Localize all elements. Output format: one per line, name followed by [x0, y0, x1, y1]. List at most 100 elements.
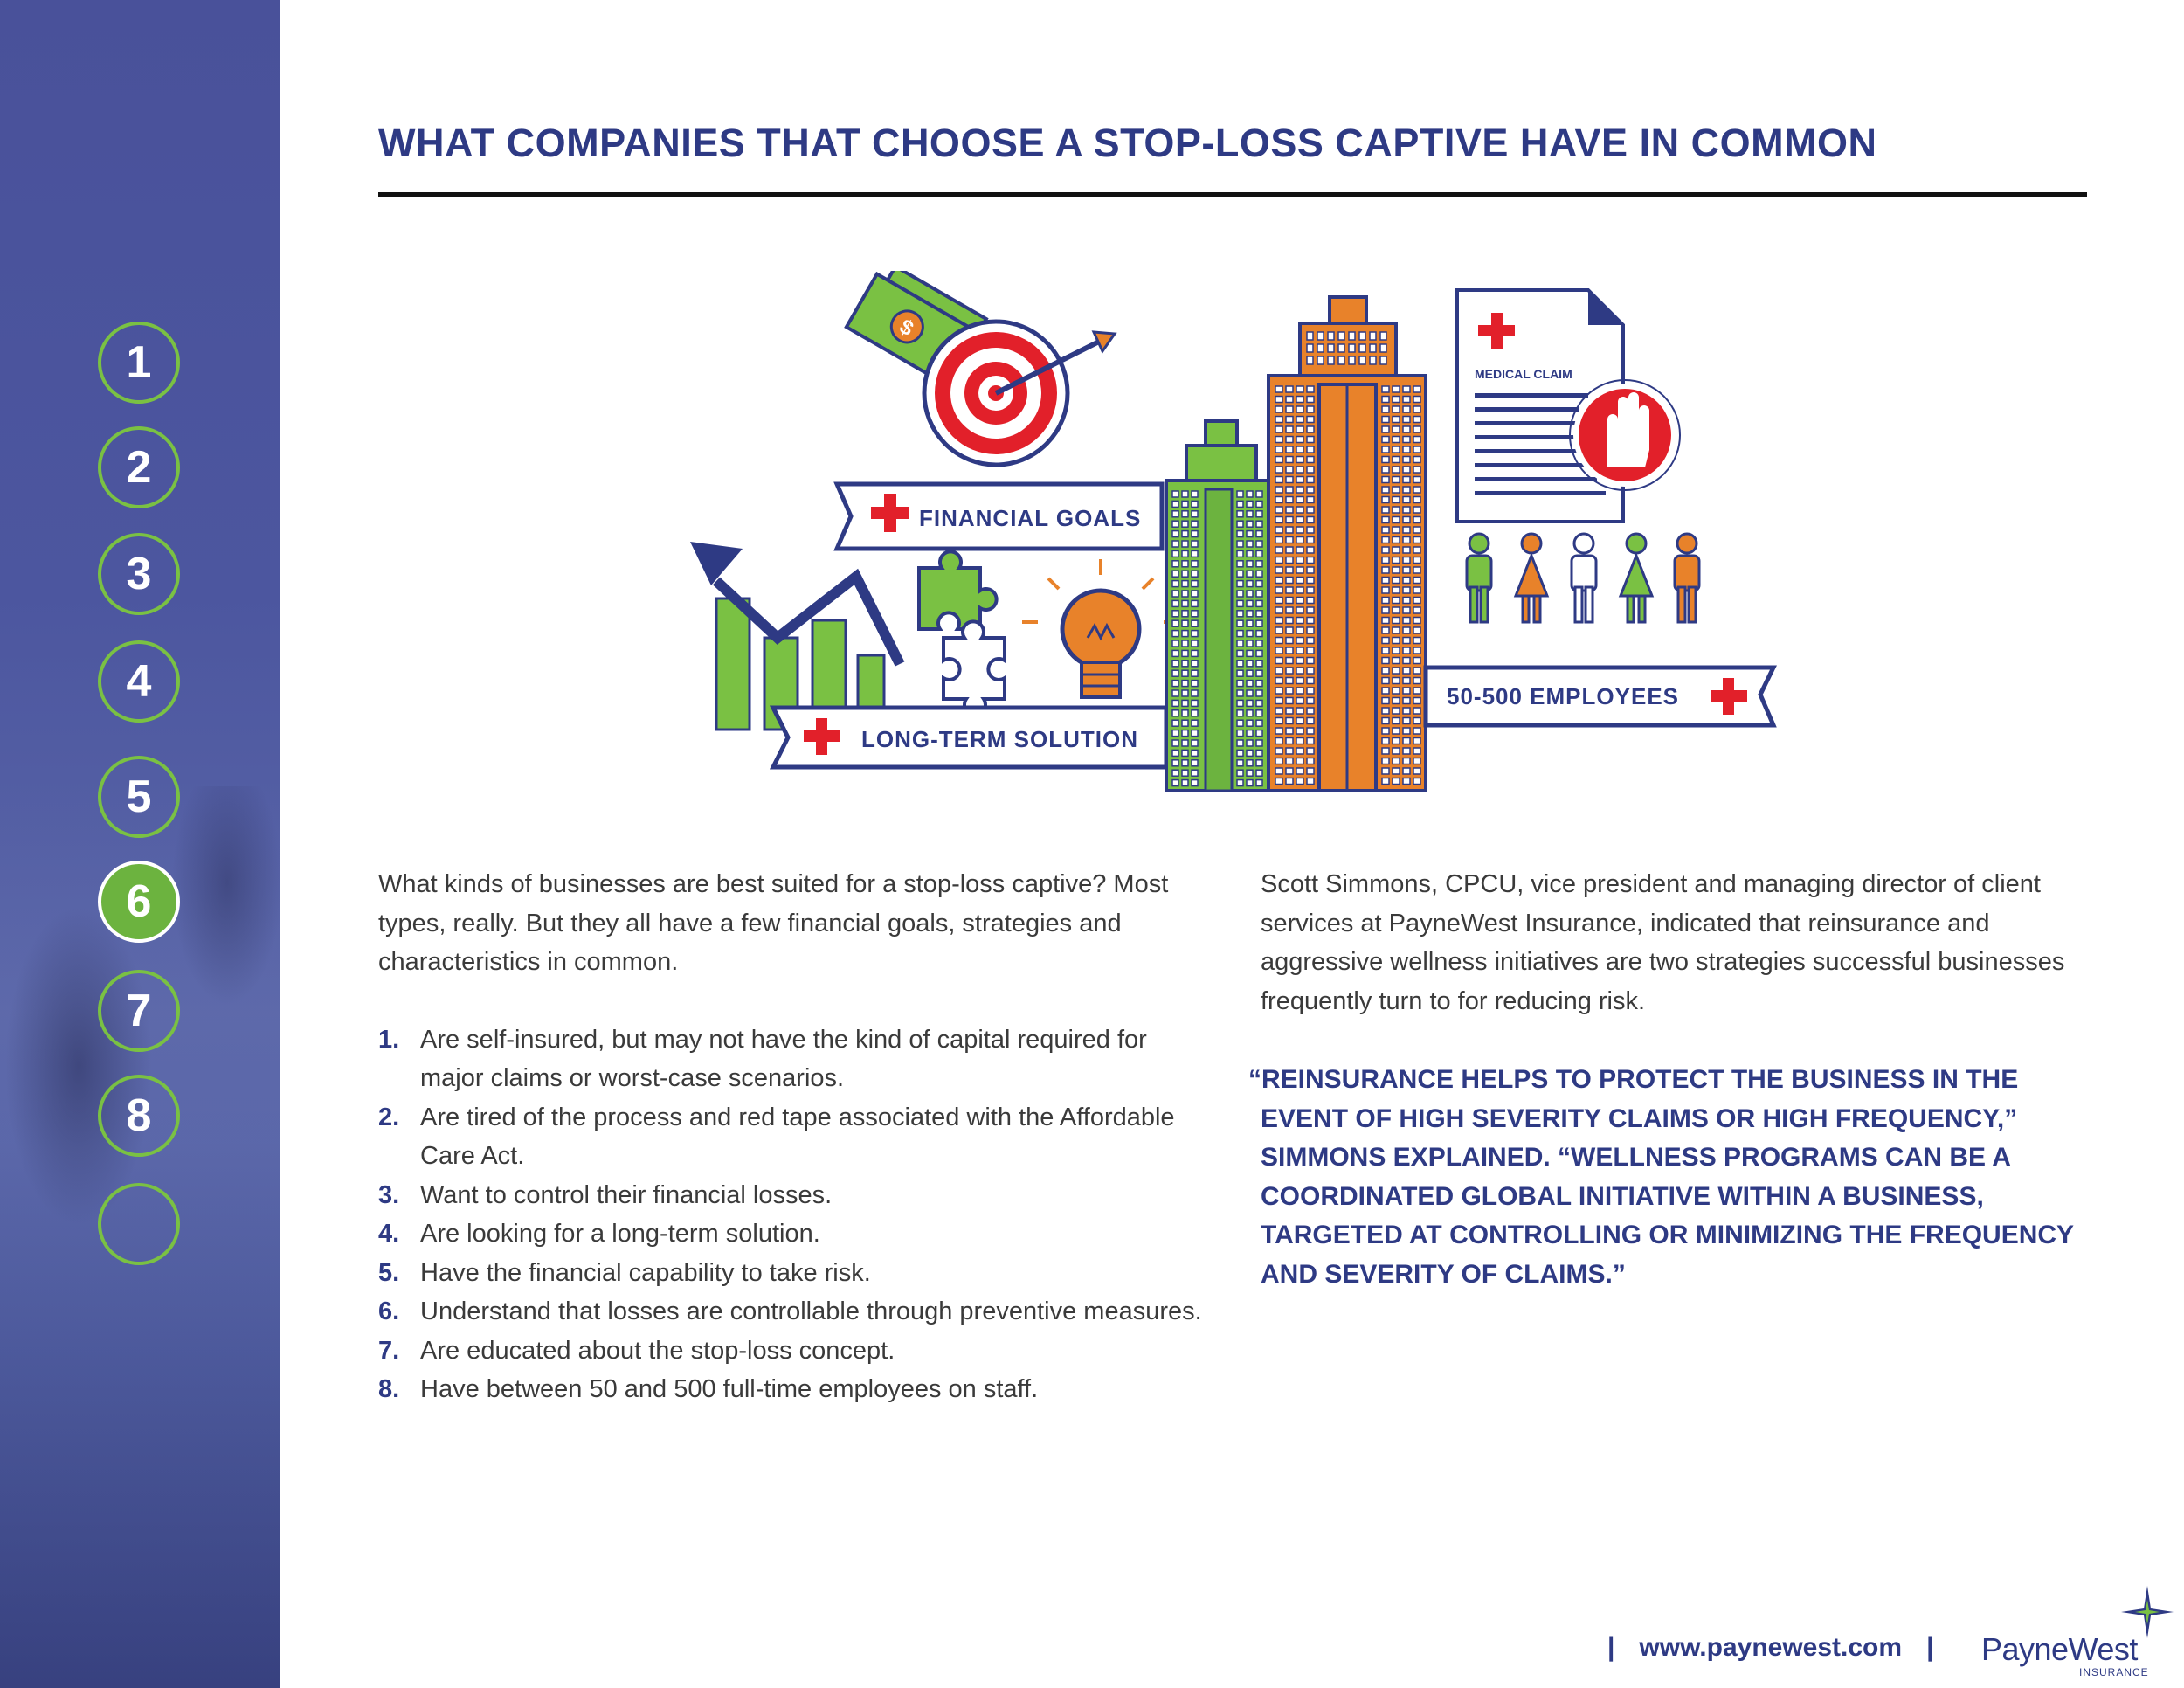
- website-link[interactable]: www.paynewest.com: [1639, 1633, 1903, 1662]
- nav-page-1[interactable]: 1: [98, 322, 180, 404]
- window: [1381, 446, 1390, 453]
- nav-page-4[interactable]: 4: [98, 640, 180, 723]
- window: [1402, 716, 1411, 725]
- nav-page-7[interactable]: 7: [98, 970, 180, 1052]
- nav-page-8[interactable]: 8: [98, 1075, 180, 1157]
- window: [1392, 656, 1400, 665]
- building-windows: [1171, 490, 1199, 787]
- window: [1171, 520, 1179, 528]
- window: [1255, 510, 1263, 518]
- paynewest-logo[interactable]: PayneWest INSURANCE: [1981, 1586, 2174, 1678]
- window: [1285, 767, 1294, 775]
- window: [1381, 707, 1390, 715]
- window: [1306, 656, 1315, 665]
- window: [1191, 640, 1199, 647]
- window: [1306, 586, 1315, 594]
- nav-page-2[interactable]: 2: [98, 426, 180, 508]
- window: [1381, 747, 1390, 755]
- window: [1275, 727, 1283, 735]
- list-number: 4.: [378, 1220, 400, 1248]
- window: [1236, 719, 1244, 727]
- right-column: Scott Simmons, CPCU, vice president and …: [1248, 865, 2099, 1294]
- lightbulb-icon: [1022, 559, 1179, 699]
- window: [1392, 515, 1400, 524]
- window: [1275, 676, 1283, 685]
- window: [1171, 490, 1179, 498]
- window: [1402, 506, 1411, 514]
- stop-loss-illustration: $ FINANCIAL GOALS: [690, 271, 1777, 792]
- window: [1246, 709, 1254, 717]
- window: [1306, 546, 1315, 554]
- window: [1369, 356, 1377, 365]
- footer-separator: |: [1926, 1633, 1934, 1662]
- window: [1275, 707, 1283, 715]
- window: [1296, 596, 1304, 605]
- nav-page-empty[interactable]: [98, 1183, 180, 1265]
- window: [1413, 536, 1421, 544]
- window: [1402, 586, 1411, 594]
- nav-page-3[interactable]: 3: [98, 533, 180, 615]
- window: [1255, 749, 1263, 758]
- window: [1285, 515, 1294, 524]
- window: [1379, 356, 1387, 365]
- nav-page-6[interactable]: 6: [98, 861, 180, 943]
- window: [1306, 566, 1315, 574]
- window: [1171, 669, 1179, 677]
- employees-label: 50-500 EMPLOYEES: [1447, 683, 1679, 709]
- window: [1381, 566, 1390, 574]
- window: [1285, 626, 1294, 634]
- window: [1306, 647, 1315, 654]
- window: [1236, 510, 1244, 518]
- window: [1402, 676, 1411, 685]
- window: [1381, 737, 1390, 745]
- window: [1181, 570, 1189, 578]
- window: [1275, 606, 1283, 614]
- window: [1171, 689, 1179, 697]
- window: [1181, 739, 1189, 747]
- window: [1392, 687, 1400, 695]
- window: [1275, 747, 1283, 755]
- window: [1413, 385, 1421, 393]
- window: [1306, 696, 1315, 705]
- window: [1191, 599, 1199, 608]
- window: [1296, 405, 1304, 413]
- window: [1306, 737, 1315, 745]
- window: [1306, 777, 1315, 785]
- window: [1402, 667, 1411, 675]
- window: [1413, 395, 1421, 404]
- window: [1402, 536, 1411, 544]
- window: [1275, 495, 1283, 504]
- window: [1181, 490, 1189, 498]
- window: [1191, 619, 1199, 627]
- window: [1381, 506, 1390, 514]
- window: [1392, 696, 1400, 705]
- window: [1236, 679, 1244, 688]
- window: [1246, 500, 1254, 508]
- window: [1392, 395, 1400, 404]
- window: [1381, 656, 1390, 665]
- intro-paragraph: What kinds of businesses are best suited…: [378, 870, 1169, 976]
- window: [1392, 707, 1400, 715]
- window: [1392, 466, 1400, 474]
- window: [1317, 343, 1324, 353]
- window: [1246, 649, 1254, 658]
- window: [1255, 550, 1263, 558]
- window: [1236, 669, 1244, 677]
- nav-page-5[interactable]: 5: [98, 756, 180, 838]
- window: [1275, 546, 1283, 554]
- window: [1181, 550, 1189, 558]
- window: [1392, 475, 1400, 484]
- window: [1255, 579, 1263, 588]
- window: [1171, 510, 1179, 518]
- window: [1255, 699, 1263, 708]
- window: [1381, 626, 1390, 634]
- window: [1381, 435, 1390, 444]
- window: [1171, 739, 1179, 747]
- window: [1296, 526, 1304, 534]
- window: [1246, 510, 1254, 518]
- window: [1246, 778, 1254, 787]
- window: [1381, 696, 1390, 705]
- window: [1402, 425, 1411, 433]
- window: [1381, 466, 1390, 474]
- window: [1191, 769, 1199, 777]
